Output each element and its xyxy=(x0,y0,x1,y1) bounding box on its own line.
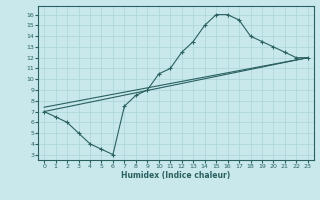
X-axis label: Humidex (Indice chaleur): Humidex (Indice chaleur) xyxy=(121,171,231,180)
